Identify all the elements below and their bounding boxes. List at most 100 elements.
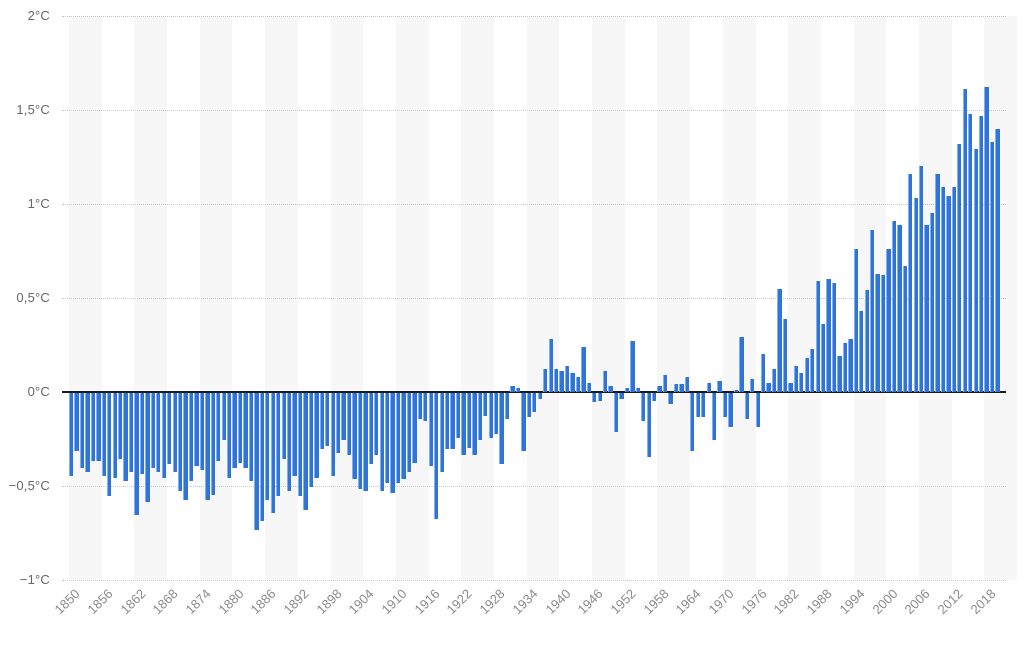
bar-1992[interactable] — [842, 343, 848, 392]
bar-1902[interactable] — [352, 393, 357, 479]
bar-1916[interactable] — [428, 393, 433, 466]
bar-1926[interactable] — [483, 393, 488, 416]
bar-2019[interactable] — [989, 142, 995, 392]
bar-1927[interactable] — [488, 393, 493, 438]
bar-1931[interactable] — [510, 386, 515, 392]
bar-1864[interactable] — [145, 393, 150, 502]
bar-1857[interactable] — [107, 393, 112, 496]
bar-1871[interactable] — [183, 393, 188, 500]
bar-1965[interactable] — [695, 393, 700, 417]
bar-1998[interactable] — [875, 274, 880, 392]
bar-1889[interactable] — [281, 393, 286, 459]
bar-1948[interactable] — [603, 371, 608, 392]
bar-1954[interactable] — [635, 388, 640, 392]
bar-1854[interactable] — [90, 393, 96, 461]
bar-1934[interactable] — [526, 393, 531, 417]
bar-1911[interactable] — [401, 393, 406, 479]
bar-1869[interactable] — [172, 393, 177, 472]
bar-1895[interactable] — [314, 393, 319, 478]
bar-2005[interactable] — [913, 198, 918, 392]
bar-1956[interactable] — [646, 393, 651, 457]
bar-1988[interactable] — [820, 324, 826, 392]
bar-1978[interactable] — [766, 383, 771, 392]
bar-1977[interactable] — [761, 354, 766, 392]
bar-1987[interactable] — [815, 281, 820, 392]
bar-1851[interactable] — [74, 393, 79, 451]
bar-2002[interactable] — [897, 225, 902, 392]
bar-1990[interactable] — [831, 283, 837, 392]
bar-1995[interactable] — [859, 311, 864, 392]
bar-1970[interactable] — [722, 393, 728, 417]
bar-1930[interactable] — [504, 393, 510, 419]
bar-1876[interactable] — [210, 393, 215, 495]
bar-1915[interactable] — [423, 393, 428, 421]
bar-2000[interactable] — [886, 249, 891, 392]
bar-1959[interactable] — [662, 375, 668, 392]
bar-1894[interactable] — [308, 393, 314, 487]
bar-1958[interactable] — [657, 386, 662, 392]
bar-1909[interactable] — [390, 393, 395, 493]
bar-1861[interactable] — [128, 393, 134, 472]
bar-1937[interactable] — [543, 369, 548, 392]
bar-1961[interactable] — [673, 384, 679, 392]
bar-1896[interactable] — [319, 393, 324, 449]
bar-1982[interactable] — [788, 383, 793, 392]
bar-1973[interactable] — [739, 337, 744, 392]
bar-1976[interactable] — [755, 393, 760, 427]
bar-1933[interactable] — [521, 393, 526, 451]
bar-1880[interactable] — [232, 393, 237, 468]
bar-1919[interactable] — [444, 393, 450, 449]
bar-1906[interactable] — [374, 393, 379, 455]
bar-1938[interactable] — [548, 339, 553, 392]
bar-1908[interactable] — [385, 393, 390, 483]
bar-1922[interactable] — [461, 393, 466, 455]
bar-1964[interactable] — [690, 393, 695, 451]
bar-1991[interactable] — [837, 356, 842, 392]
bar-1979[interactable] — [771, 369, 777, 392]
bar-2003[interactable] — [902, 266, 907, 392]
bar-1858[interactable] — [112, 393, 117, 478]
bar-1891[interactable] — [292, 393, 297, 476]
bar-1945[interactable] — [586, 383, 591, 392]
bar-1981[interactable] — [782, 319, 788, 392]
bar-1989[interactable] — [826, 279, 831, 392]
bar-1914[interactable] — [417, 393, 423, 419]
bar-1924[interactable] — [472, 393, 477, 455]
bar-1855[interactable] — [96, 393, 101, 461]
bar-2013[interactable] — [957, 144, 962, 392]
bar-1980[interactable] — [777, 289, 782, 392]
bar-1875[interactable] — [205, 393, 210, 500]
bar-1974[interactable] — [744, 393, 749, 419]
bar-1952[interactable] — [624, 388, 630, 392]
bar-1951[interactable] — [619, 393, 624, 399]
bar-2014[interactable] — [962, 89, 967, 392]
bar-1918[interactable] — [439, 393, 444, 472]
bar-1925[interactable] — [477, 393, 482, 440]
bar-1942[interactable] — [570, 373, 575, 392]
bar-1929[interactable] — [499, 393, 504, 464]
bar-1874[interactable] — [199, 393, 205, 470]
bar-2012[interactable] — [951, 187, 957, 392]
bar-1892[interactable] — [297, 393, 303, 496]
bar-1852[interactable] — [79, 393, 85, 468]
bar-1999[interactable] — [880, 275, 886, 392]
bar-1878[interactable] — [221, 393, 226, 440]
bar-1935[interactable] — [532, 393, 537, 412]
bar-1971[interactable] — [728, 393, 733, 427]
bar-1867[interactable] — [161, 393, 166, 478]
bar-1967[interactable] — [706, 383, 711, 392]
bar-2011[interactable] — [946, 196, 951, 392]
bar-1866[interactable] — [156, 393, 161, 472]
bar-1968[interactable] — [711, 393, 717, 440]
bar-1950[interactable] — [613, 393, 619, 432]
bar-1859[interactable] — [118, 393, 123, 459]
bar-1985[interactable] — [804, 358, 809, 392]
bar-1913[interactable] — [412, 393, 417, 463]
bar-1986[interactable] — [810, 349, 815, 392]
bar-2001[interactable] — [891, 221, 897, 392]
bar-2020[interactable] — [995, 129, 1000, 392]
bar-1884[interactable] — [254, 393, 259, 530]
bar-1960[interactable] — [668, 393, 673, 404]
bar-1886[interactable] — [265, 393, 270, 500]
bar-1870[interactable] — [177, 393, 183, 491]
